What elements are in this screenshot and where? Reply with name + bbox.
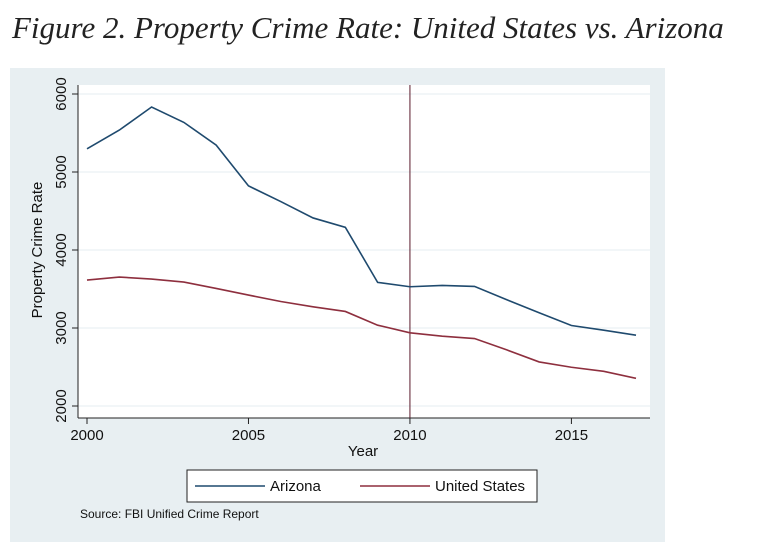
y-tick-label: 5000 [53,155,70,188]
legend-label: Arizona [270,478,322,495]
y-tick-label: 4000 [53,233,70,266]
x-axis-label: Year [348,443,378,460]
series-line-united-states [86,276,637,380]
plot-area [78,85,650,418]
chart-title: Figure 2. Property Crime Rate: United St… [12,10,724,45]
y-tick-label: 6000 [53,77,70,110]
y-axis-label: Property Crime Rate [29,182,46,319]
legend-label: United States [435,478,525,495]
y-tick-label: 3000 [53,311,70,344]
x-tick-label: 2000 [70,427,103,444]
x-tick-label: 2010 [393,427,426,444]
series-line-arizona [86,106,637,336]
y-tick-label: 2000 [53,389,70,422]
x-tick-label: 2015 [555,427,588,444]
source-note: Source: FBI Unified Crime Report [80,507,259,521]
x-tick-label: 2005 [232,427,265,444]
